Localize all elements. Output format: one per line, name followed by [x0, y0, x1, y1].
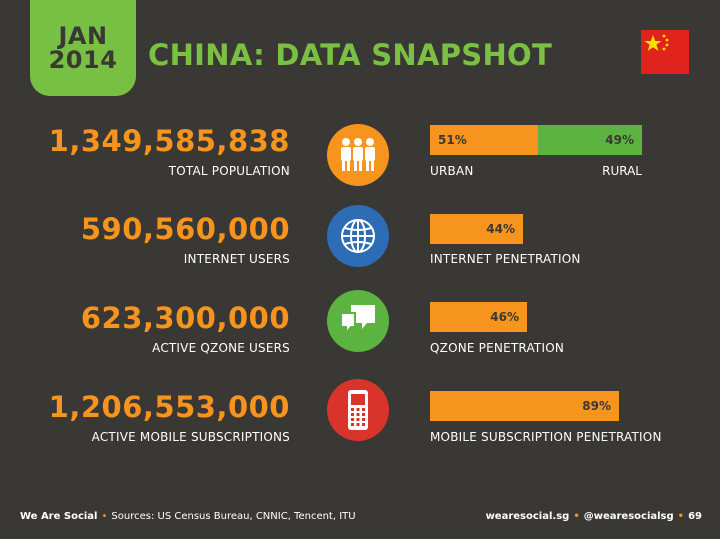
footer-handle: @wearesocialsg: [583, 511, 674, 522]
footer-site: wearesocial.sg: [485, 511, 570, 522]
mobile-subscriptions-value: 1,206,553,000: [48, 390, 290, 424]
qzone-users-value: 623,300,000: [80, 301, 290, 335]
footer-sources-text: Sources: US Census Bureau, CNNIC, Tencen…: [111, 511, 356, 522]
footer-sources: We Are Social • Sources: US Census Bureau,…: [20, 511, 356, 522]
rural-percent: 49%: [605, 133, 634, 147]
mobile-penetration-percent: 89%: [582, 399, 611, 413]
internet-penetration-fill: 44%: [430, 214, 523, 244]
internet-users-label: INTERNET USERS: [183, 252, 290, 266]
china-flag-icon: [641, 30, 689, 74]
mobile-subscriptions-label: ACTIVE MOBILE SUBSCRIPTIONS: [91, 430, 290, 444]
chat-bubbles-icon: [327, 290, 389, 352]
page-title: CHINA: DATA SNAPSHOT: [148, 38, 553, 72]
total-population-value: 1,349,585,838: [48, 124, 290, 158]
internet-penetration-bar: 44%: [430, 214, 642, 244]
qzone-penetration-percent: 46%: [490, 310, 519, 324]
internet-penetration-percent: 44%: [486, 222, 515, 236]
page-number: 69: [688, 511, 702, 522]
urban-percent: 51%: [438, 133, 467, 147]
footer-brand: We Are Social: [20, 511, 98, 522]
people-icon: [327, 124, 389, 186]
urban-label: URBAN: [430, 164, 474, 178]
total-population-label: TOTAL POPULATION: [168, 164, 290, 178]
internet-penetration-label: INTERNET PENETRATION: [430, 252, 581, 266]
qzone-penetration-bar: 46%: [430, 302, 642, 332]
rural-segment: 49%: [538, 125, 642, 155]
date-badge: JAN 2014: [30, 0, 136, 96]
qzone-penetration-fill: 46%: [430, 302, 527, 332]
internet-users-value: 590,560,000: [80, 212, 290, 246]
mobile-phone-icon: [327, 379, 389, 441]
mobile-penetration-label: MOBILE SUBSCRIPTION PENETRATION: [430, 430, 662, 444]
rural-label: RURAL: [602, 164, 642, 178]
urban-segment: 51%: [430, 125, 538, 155]
qzone-penetration-label: QZONE PENETRATION: [430, 341, 565, 355]
globe-icon: [327, 205, 389, 267]
badge-month: JAN: [58, 22, 108, 50]
mobile-penetration-bar: 89%: [430, 391, 642, 421]
mobile-penetration-fill: 89%: [430, 391, 619, 421]
qzone-users-label: ACTIVE QZONE USERS: [152, 341, 290, 355]
footer-right: wearesocial.sg • @wearesocialsg • 69: [485, 511, 702, 522]
urban-rural-bar: 51% 49%: [430, 125, 642, 155]
badge-year: 2014: [48, 46, 118, 74]
